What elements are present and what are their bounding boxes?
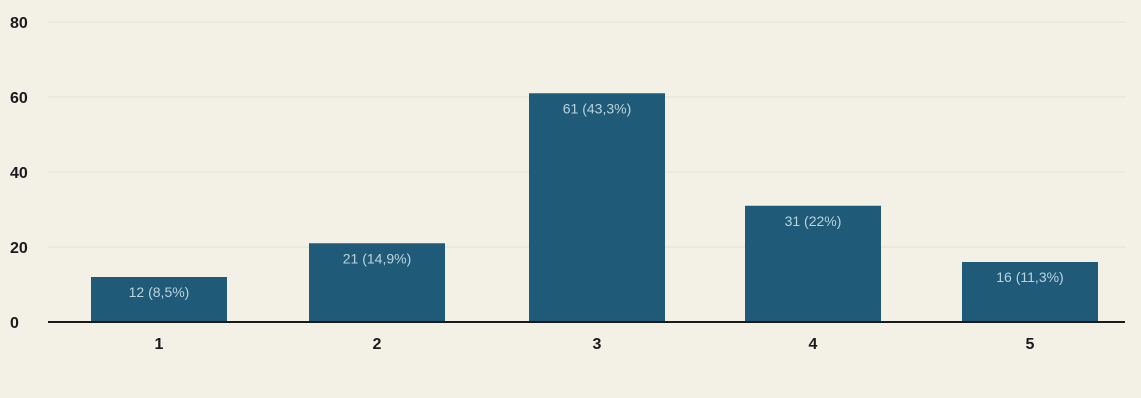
data-label: 61 (43,3%) (563, 100, 631, 116)
bars (91, 93, 1098, 322)
x-tick-label: 3 (593, 336, 602, 353)
y-tick-label: 80 (10, 15, 28, 32)
x-tick-label: 5 (1026, 336, 1035, 353)
y-axis-tick-labels: 0 20 40 60 80 (10, 15, 28, 332)
x-tick-label: 1 (155, 336, 164, 353)
bar (91, 277, 227, 322)
y-tick-label: 0 (10, 315, 19, 332)
data-label: 12 (8,5%) (129, 284, 190, 300)
x-tick-label: 4 (809, 336, 818, 353)
x-axis-tick-labels: 1 2 3 4 5 (155, 336, 1035, 353)
bar (745, 205, 881, 322)
data-labels: 12 (8,5%) 21 (14,9%) 61 (43,3%) 31 (22%) 16 … (129, 100, 1064, 300)
bar (962, 262, 1098, 322)
data-label: 31 (22%) (785, 213, 842, 229)
y-tick-label: 60 (10, 90, 28, 107)
data-label: 21 (14,9%) (343, 250, 411, 266)
data-label: 16 (11,3%) (996, 269, 1063, 285)
bar (529, 93, 665, 322)
y-tick-label: 40 (10, 165, 28, 182)
y-tick-label: 20 (10, 240, 28, 257)
bar (309, 243, 445, 322)
x-tick-label: 2 (373, 336, 382, 353)
